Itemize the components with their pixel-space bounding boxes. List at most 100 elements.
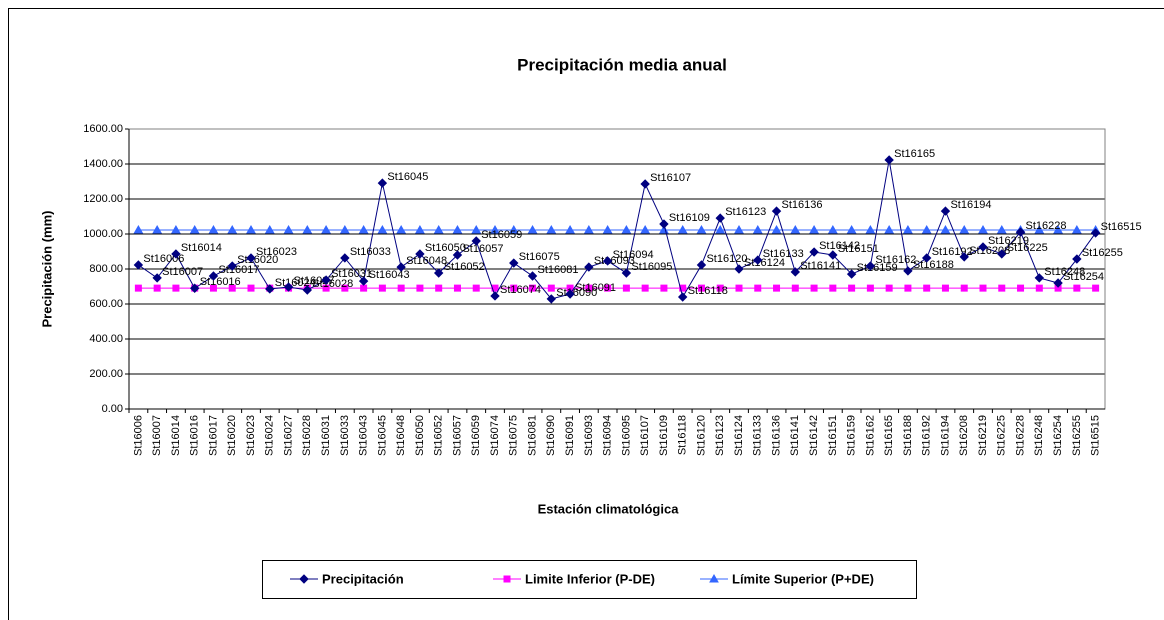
x-tick-label: St16075 [508, 415, 520, 456]
point-marker [416, 284, 424, 292]
x-tick-label: St16090 [545, 415, 557, 456]
point-marker [1053, 224, 1063, 234]
point-marker [435, 284, 443, 292]
point-marker [978, 242, 988, 252]
point-marker [565, 289, 575, 299]
point-marker [602, 224, 613, 234]
legend-box [262, 560, 917, 599]
point-marker [433, 224, 444, 234]
x-tick-label: St16033 [339, 415, 351, 456]
point-marker [377, 224, 388, 234]
point-marker [754, 284, 762, 292]
point-marker [341, 284, 349, 292]
x-tick-label: St16095 [620, 415, 632, 456]
point-marker [921, 224, 932, 234]
point-marker [360, 284, 368, 292]
x-tick-label: St16057 [451, 415, 463, 456]
data-label: St16094 [613, 249, 654, 261]
x-tick-label: St16052 [433, 415, 445, 456]
x-tick-label: St16123 [714, 415, 726, 456]
point-marker [622, 284, 630, 292]
point-marker [940, 206, 951, 216]
data-label: St16194 [950, 199, 991, 211]
data-label: St16142 [819, 240, 860, 252]
point-marker [321, 275, 331, 285]
data-label: St16081 [538, 264, 579, 276]
data-label: St16090 [556, 287, 597, 299]
data-label: St16007 [162, 266, 203, 278]
data-label: St16141 [800, 260, 841, 272]
legend-label: Limite Inferior (P-DE) [525, 571, 655, 586]
point-marker [453, 284, 461, 292]
point-marker [246, 253, 256, 263]
y-tick-label: 1400.00 [83, 158, 123, 170]
x-tick-label: St16024 [264, 415, 276, 456]
data-label: St16014 [181, 242, 222, 254]
x-tick-label: St16219 [977, 415, 989, 456]
point-marker [265, 284, 275, 294]
x-tick-label: St16118 [677, 415, 689, 455]
data-label: St16228 [1026, 220, 1067, 232]
data-label: St16162 [875, 254, 916, 266]
point-marker [978, 224, 988, 234]
data-label: St16123 [725, 206, 766, 218]
data-label: St16109 [669, 212, 710, 224]
point-marker [715, 213, 725, 223]
point-marker [998, 284, 1006, 292]
point-marker [490, 224, 500, 234]
x-tick-label: St16141 [789, 415, 801, 456]
point-marker [490, 291, 500, 301]
point-marker [735, 284, 743, 292]
point-marker [1035, 284, 1043, 292]
x-tick-label: St16081 [526, 415, 538, 456]
x-tick-label: St16027 [282, 415, 294, 456]
legend-label: Límite Superior (P+DE) [732, 571, 874, 586]
data-label: St16048 [406, 255, 447, 267]
point-marker [358, 224, 369, 234]
y-axis-title: Precipitación (mm) [39, 210, 54, 327]
point-marker [696, 260, 707, 270]
data-label: St16254 [1063, 271, 1104, 283]
point-marker [321, 224, 331, 234]
data-label: St16059 [481, 229, 522, 241]
point-marker [941, 284, 949, 292]
data-label: St16136 [782, 199, 823, 211]
point-marker [396, 224, 407, 234]
x-tick-label: St16194 [939, 415, 951, 456]
point-marker [903, 266, 913, 276]
x-tick-label: St16020 [226, 415, 238, 456]
x-axis-title: Estación climatológica [538, 501, 680, 516]
point-marker [828, 250, 838, 260]
point-marker [1034, 273, 1045, 283]
point-marker [246, 224, 256, 234]
point-marker [471, 224, 482, 234]
data-label: St16016 [200, 276, 241, 288]
point-marker [171, 249, 181, 259]
point-marker [677, 292, 688, 302]
point-marker [997, 249, 1007, 259]
point-marker [133, 260, 144, 270]
point-marker [508, 224, 519, 234]
point-marker [283, 224, 294, 234]
x-tick-label: St16136 [770, 415, 782, 456]
point-marker [566, 284, 574, 292]
data-label: St16219 [988, 235, 1029, 247]
point-marker [1092, 284, 1100, 292]
point-marker [846, 269, 857, 279]
point-marker [433, 268, 444, 278]
x-tick-label: St16120 [695, 415, 707, 456]
point-marker [171, 224, 181, 234]
point-marker [228, 284, 236, 292]
legend-marker [503, 575, 511, 583]
x-tick-label: St16093 [583, 415, 595, 456]
x-tick-label: St16094 [602, 415, 614, 456]
data-label: St16208 [969, 245, 1010, 257]
point-marker [640, 179, 650, 189]
point-marker [452, 224, 463, 234]
point-marker [809, 247, 819, 257]
y-tick-label: 600.00 [89, 298, 123, 310]
point-marker [602, 256, 613, 266]
point-marker [302, 224, 313, 234]
point-marker [959, 252, 969, 262]
point-marker [771, 224, 782, 234]
